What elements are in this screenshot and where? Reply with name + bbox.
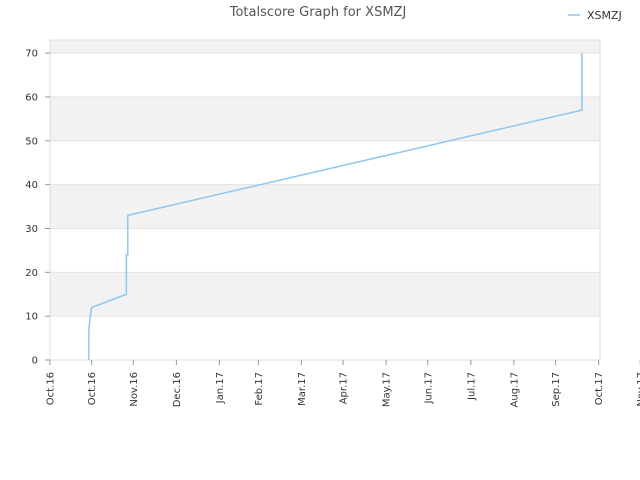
x-tick-label: Jan.17 — [215, 372, 226, 404]
plot-band — [50, 228, 600, 273]
x-tick-label: Jul.17 — [466, 372, 477, 401]
x-tick-label: Aug.17 — [509, 372, 520, 407]
x-tick-label: Sep.17 — [551, 372, 562, 407]
x-tick-label: Feb.17 — [254, 372, 265, 406]
y-tick-label: 30 — [25, 224, 38, 235]
y-tick-label: 20 — [25, 268, 38, 279]
y-tick-label: 50 — [25, 136, 38, 147]
plot-band — [50, 140, 600, 185]
x-tick-label: Nov.17 — [636, 372, 640, 407]
x-tick-label: Dec.16 — [172, 372, 183, 407]
x-tick-label: Jun.17 — [423, 372, 434, 405]
x-tick-label: Oct.17 — [594, 372, 605, 405]
x-tick-label: Oct.16 — [46, 372, 57, 405]
x-tick-label: Apr.17 — [339, 372, 350, 404]
y-tick-label: 70 — [25, 49, 38, 60]
x-tick-label: Nov.16 — [129, 372, 140, 407]
x-tick-label: May.17 — [382, 372, 393, 407]
x-tick-label: Oct.16 — [87, 372, 98, 405]
legend: XSMZJ — [568, 9, 622, 22]
legend-label: XSMZJ — [587, 9, 622, 22]
y-axis: 0 10 20 30 40 50 60 70 — [25, 49, 50, 367]
series-group — [88, 53, 583, 360]
plot-band — [50, 184, 600, 229]
plot-bands — [50, 40, 600, 360]
plot-band — [50, 96, 600, 141]
chart-title: Totalscore Graph for XSMZJ — [229, 5, 407, 20]
x-axis: Oct.16 Oct.16 Nov.16 Dec.16 Jan.17 Feb.17 Mar.… — [46, 360, 640, 407]
y-tick-label: 10 — [25, 312, 38, 323]
plot-frame — [49, 39, 601, 361]
y-tick-label: 40 — [25, 180, 38, 191]
plot-band — [50, 316, 600, 360]
series-line — [88, 53, 583, 360]
plot-band — [50, 272, 600, 317]
plot-band — [50, 40, 600, 54]
x-tick-label: Mar.17 — [297, 372, 308, 406]
y-tick-label: 0 — [32, 356, 38, 367]
y-tick-label: 60 — [25, 92, 38, 103]
plot-band — [50, 53, 600, 97]
